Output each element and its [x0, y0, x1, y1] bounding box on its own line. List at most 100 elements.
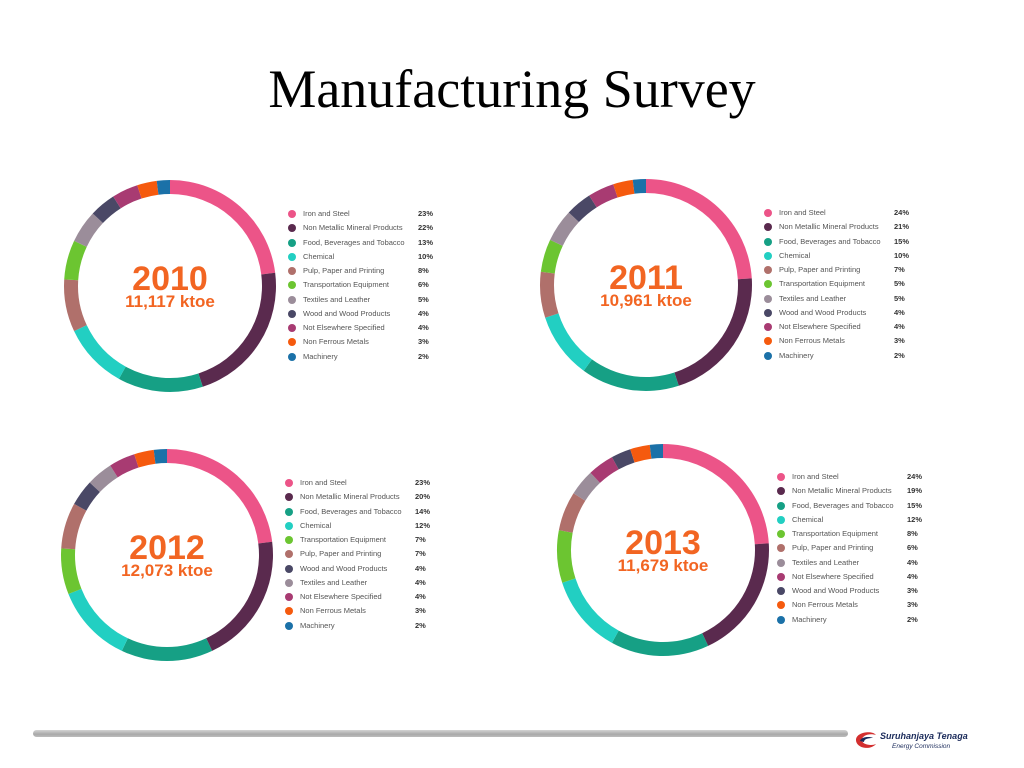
legend-label: Non Ferrous Metals: [792, 600, 858, 610]
donut-slice: [557, 530, 576, 583]
legend-value: 4%: [907, 557, 918, 567]
legend-value: 19%: [907, 486, 923, 496]
donut-slice: [674, 278, 752, 386]
donut-slice: [540, 239, 563, 274]
page-title: Manufacturing Survey: [268, 59, 756, 119]
legend-item: Machinery 2%: [288, 350, 456, 364]
chart-total-label: 11,679 ktoe: [618, 556, 709, 575]
legend-item: Chemical 12%: [285, 519, 453, 533]
legend-swatch: [285, 550, 293, 559]
legend-swatch: [764, 251, 772, 260]
legend-item: Non Metallic Mineral Products 19%: [777, 484, 945, 498]
chart-year-label: 2013: [625, 524, 701, 562]
donut-slice: [64, 240, 87, 281]
legend-swatch: [764, 280, 772, 289]
donut-slice: [64, 279, 87, 332]
legend-swatch: [288, 224, 296, 233]
legend-label: Wood and Wood Products: [779, 307, 867, 317]
legend-item: Textiles and Leather 4%: [777, 556, 945, 570]
legend-label: Machinery: [779, 350, 814, 360]
legend-label: Non Metallic Mineral Products: [779, 222, 879, 232]
donut-slice: [68, 588, 128, 651]
donut-slice: [702, 543, 769, 646]
legend-value: 13%: [418, 237, 434, 247]
legend-item: Textiles and Leather 5%: [764, 292, 932, 306]
legend-value: 10%: [894, 250, 910, 260]
donut-slice: [61, 503, 87, 550]
legend-swatch: [777, 515, 785, 524]
legend-value: 5%: [894, 293, 905, 303]
donut-slice: [137, 180, 159, 199]
donut-slice: [573, 472, 601, 501]
legend-label: Food, Beverages and Tobacco: [300, 506, 402, 516]
legend-item: Transportation Equipment 7%: [285, 533, 453, 547]
legend-swatch: [285, 521, 293, 530]
legend-value: 23%: [418, 209, 434, 218]
legend-label: Food, Beverages and Tobacco: [303, 237, 405, 247]
legend-swatch: [764, 237, 772, 246]
donut-slice: [113, 185, 142, 209]
legend-label: Textiles and Leather: [303, 294, 371, 304]
legend-swatch: [285, 507, 293, 516]
legend-value: 4%: [415, 592, 426, 601]
donut-slice: [590, 457, 619, 483]
legend-swatch: [777, 530, 785, 538]
legend-swatch: [288, 295, 296, 304]
chart-panel-2012: 2012 12,073 ktoe Iron and Steel 23% Non Met…: [59, 447, 459, 677]
donut-slice: [134, 449, 156, 468]
donut-slice: [550, 212, 579, 246]
donut-slice: [663, 444, 769, 545]
chart-total-label: 12,073 ktoe: [121, 561, 213, 580]
legend-value: 4%: [894, 307, 905, 317]
legend-swatch: [288, 281, 296, 290]
legend-label: Non Metallic Mineral Products: [792, 486, 892, 496]
legend-item: Pulp, Paper and Printing 7%: [764, 263, 932, 277]
legend-swatch: [285, 607, 293, 616]
legend-value: 3%: [907, 600, 918, 610]
legend-value: 3%: [894, 336, 905, 346]
donut-slice: [92, 196, 121, 224]
legend-label: Textiles and Leather: [300, 577, 368, 587]
donut-slice: [589, 184, 618, 208]
legend-value: 24%: [894, 208, 910, 217]
legend-swatch: [764, 323, 772, 331]
donut-slice: [89, 465, 118, 493]
legend-label: Machinery: [303, 351, 338, 361]
donut-slice: [198, 272, 276, 387]
legend-swatch: [285, 493, 293, 502]
legend-value: 2%: [418, 351, 429, 361]
chart-total-label: 10,961 ktoe: [600, 291, 692, 310]
legend-item: Transportation Equipment 6%: [288, 278, 456, 292]
donut-slice: [74, 325, 126, 379]
legend-value: 23%: [415, 478, 431, 487]
legend-item: Iron and Steel 23%: [288, 207, 456, 221]
legend-item: Pulp, Paper and Printing 8%: [288, 264, 456, 278]
donut-slice: [167, 449, 273, 544]
legend-swatch: [285, 479, 293, 487]
legend-label: Iron and Steel: [779, 208, 826, 217]
legend-label: Chemical: [300, 520, 332, 530]
legend-value: 3%: [415, 606, 426, 616]
legend-value: 2%: [415, 620, 426, 630]
donut-slice: [632, 179, 646, 194]
legend-item: Machinery 2%: [285, 619, 453, 633]
legend-value: 24%: [907, 472, 923, 481]
legend-swatch: [777, 473, 785, 481]
legend-item: Chemical 10%: [764, 249, 932, 263]
legend-swatch: [285, 621, 293, 630]
legend-item: Pulp, Paper and Printing 6%: [777, 541, 945, 555]
legend-item: Pulp, Paper and Printing 7%: [285, 547, 453, 561]
legend-item: Chemical 10%: [288, 250, 456, 264]
legend-label: Transportation Equipment: [792, 529, 879, 538]
legend-value: 15%: [894, 236, 910, 246]
legend-item: Not Elsewhere Specified 4%: [777, 570, 945, 584]
legend-value: 6%: [907, 543, 918, 553]
legend-swatch: [285, 536, 293, 544]
legend-item: Not Elsewhere Specified 4%: [288, 321, 456, 335]
chart-panel-2013: 2013 11,679 ktoe Iron and Steel 24% Non Met…: [555, 442, 955, 672]
legend-swatch: [288, 309, 296, 318]
legend-value: 6%: [418, 280, 429, 290]
legend-item: Textiles and Leather 4%: [285, 576, 453, 590]
